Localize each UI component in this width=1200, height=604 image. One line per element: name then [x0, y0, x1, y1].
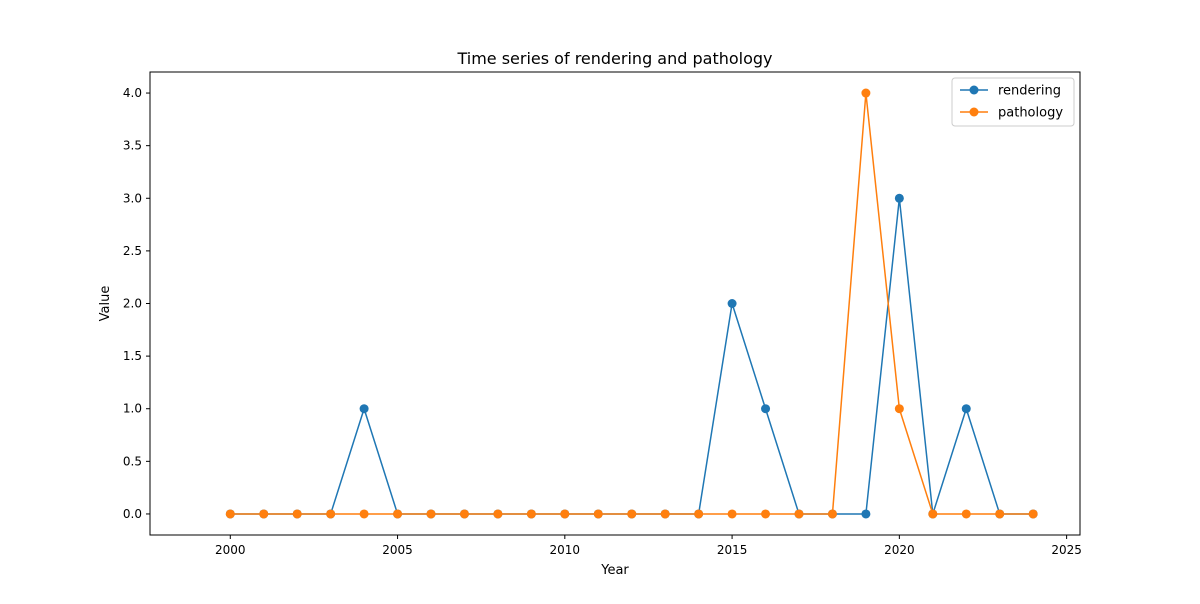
data-point — [961, 404, 971, 414]
data-point — [928, 509, 938, 519]
data-point — [359, 404, 369, 414]
series-layer — [225, 88, 1038, 519]
x-tick-label: 2010 — [550, 543, 581, 557]
x-axis-title: Year — [600, 563, 629, 578]
data-point — [995, 509, 1005, 519]
legend-entry: pathology — [960, 106, 1063, 121]
x-axis-ticks: 2000 2005 2010 2015 2020 2025 — [215, 535, 1082, 557]
legend-marker — [969, 85, 979, 95]
data-point — [526, 509, 536, 519]
y-axis-title: Value — [98, 286, 113, 322]
data-point — [493, 509, 503, 519]
data-point — [761, 509, 771, 519]
data-point — [459, 509, 469, 519]
y-tick-label: 0.5 — [123, 454, 142, 468]
data-point — [827, 509, 837, 519]
y-axis-ticks: 0.0 0.5 1.0 1.5 2.0 2.5 3.0 3.5 4.0 — [123, 86, 150, 521]
legend-entry: rendering — [960, 84, 1061, 99]
y-tick-label: 4.0 — [123, 86, 142, 100]
data-point — [660, 509, 670, 519]
data-point — [259, 509, 269, 519]
data-point — [326, 509, 336, 519]
x-tick-label: 2020 — [884, 543, 915, 557]
data-point — [727, 299, 737, 308]
data-point — [560, 509, 570, 519]
x-tick-label: 2000 — [215, 543, 246, 557]
data-point — [727, 509, 737, 519]
data-point — [393, 509, 403, 519]
chart-title: Time series of rendering and pathology — [456, 49, 772, 68]
y-tick-label: 3.0 — [123, 191, 142, 205]
data-point — [225, 509, 235, 519]
legend-label: pathology — [998, 106, 1063, 121]
plot-frame — [149, 71, 1081, 536]
data-point — [292, 509, 302, 519]
data-point — [761, 404, 771, 414]
data-point — [894, 404, 904, 414]
data-point — [861, 88, 871, 98]
y-tick-label: 3.5 — [123, 139, 142, 153]
x-tick-label: 2015 — [717, 543, 748, 557]
y-tick-label: 1.0 — [123, 402, 142, 416]
plot-area — [150, 72, 1080, 535]
data-point — [593, 509, 603, 519]
y-tick-label: 1.5 — [123, 349, 142, 363]
data-point — [894, 193, 904, 203]
y-tick-label: 2.5 — [123, 244, 142, 258]
y-tick-label: 2.0 — [123, 297, 142, 311]
y-tick-label: 0.0 — [123, 507, 142, 521]
data-point — [794, 509, 804, 519]
data-point — [1028, 509, 1038, 519]
legend-marker — [969, 107, 979, 117]
data-point — [359, 509, 369, 519]
data-point — [694, 509, 704, 519]
data-point — [627, 509, 637, 519]
data-point — [961, 509, 971, 519]
data-point — [426, 509, 436, 519]
series-pathology — [225, 88, 1038, 519]
x-tick-label: 2025 — [1051, 543, 1082, 557]
data-point — [861, 509, 871, 519]
legend: rendering pathology — [951, 77, 1075, 127]
legend-label: rendering — [998, 84, 1061, 99]
x-tick-label: 2005 — [382, 543, 413, 557]
